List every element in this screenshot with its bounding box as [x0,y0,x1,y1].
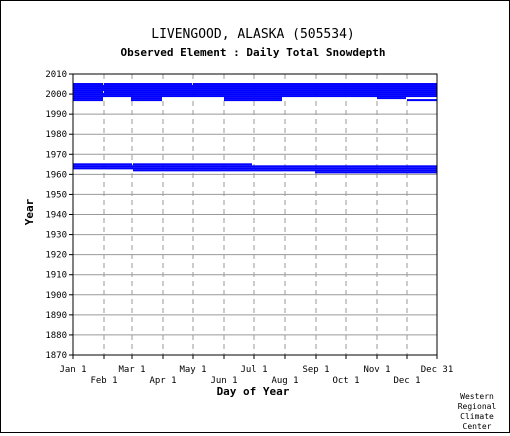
y-tick-label: 1880 [45,331,67,341]
x-tick-label: Jan 1 [59,365,86,375]
credit-line: Regional [458,402,497,411]
y-axis-ticks: 1870 1880 1890 1900 1910 1920 1930 1940 1950 1960… [45,70,73,361]
y-tick-label: 1990 [45,110,67,120]
snowdepth-bar [73,91,103,94]
snowdepth-bar [377,97,406,100]
y-tick-label: 1940 [45,211,67,221]
x-tick-label: Jun 1 [210,376,237,386]
y-tick-label: 1970 [45,150,67,160]
snowdepth-bar [131,99,162,102]
snowdepth-bar [73,99,103,102]
credit-line: Center [463,422,492,431]
x-tick-label: Mar 1 [118,365,145,375]
chart-title: LIVENGOOD, ALASKA (505534) [151,27,355,42]
snowdepth-bar [73,85,437,88]
snowdepth-bar [224,97,282,100]
x-axis-ticks: Jan 1 Mar 1 May 1 Jul 1 Sep 1 Nov 1 Dec 31 Feb … [59,355,453,386]
snowdepth-bar [133,169,437,172]
x-tick-label: Nov 1 [363,365,390,375]
credit-block: Western Regional Climate Center [458,392,497,431]
credit-line: Climate [460,412,494,421]
snowdepth-bar [104,91,437,94]
snowdepth-bar [73,165,437,168]
x-axis-label: Day of Year [217,385,290,398]
y-tick-label: 1910 [45,271,67,281]
y-axis-label: Year [23,198,36,225]
y-tick-label: 1950 [45,190,67,200]
x-tick-label: Dec 31 [421,365,454,375]
snowdepth-bar [73,83,103,86]
y-tick-label: 1920 [45,251,67,261]
y-tick-label: 1900 [45,291,67,301]
snowdepth-bar [73,97,103,100]
credit-line: Western [460,392,494,401]
x-tick-label: Aug 1 [271,376,298,386]
snowdepth-bar [73,163,132,166]
snowdepth-bar [315,171,437,174]
y-tick-label: 2010 [45,70,67,80]
snowdepth-bar [73,89,437,92]
snowdepth-bar [73,87,437,90]
x-tick-label: Apr 1 [149,376,176,386]
snowdepth-bar [104,83,192,86]
snowdepth-bar [407,99,437,102]
chart-subtitle: Observed Element : Daily Total Snowdepth [121,46,386,59]
snowdepth-bar [73,93,437,96]
grid-lines [73,73,437,356]
y-tick-label: 1890 [45,311,67,321]
snowdepth-bar [133,163,252,166]
snowdepth-bar [224,99,282,102]
y-tick-label: 1930 [45,231,67,241]
data-bars [73,83,437,174]
snowdepth-bar [73,95,437,98]
y-tick-label: 1980 [45,130,67,140]
x-tick-label: Sep 1 [302,365,329,375]
snowdepth-bar [131,97,162,100]
y-tick-label: 1870 [45,351,67,361]
x-tick-label: Feb 1 [90,376,117,386]
x-tick-label: May 1 [179,365,206,375]
x-tick-label: Jul 1 [240,365,267,375]
snowdepth-bar [73,167,437,170]
y-tick-label: 1960 [45,170,67,180]
x-tick-label: Dec 1 [393,376,420,386]
x-tick-label: Oct 1 [332,376,359,386]
y-tick-label: 2000 [45,90,67,100]
snowdepth-bar [193,83,437,86]
